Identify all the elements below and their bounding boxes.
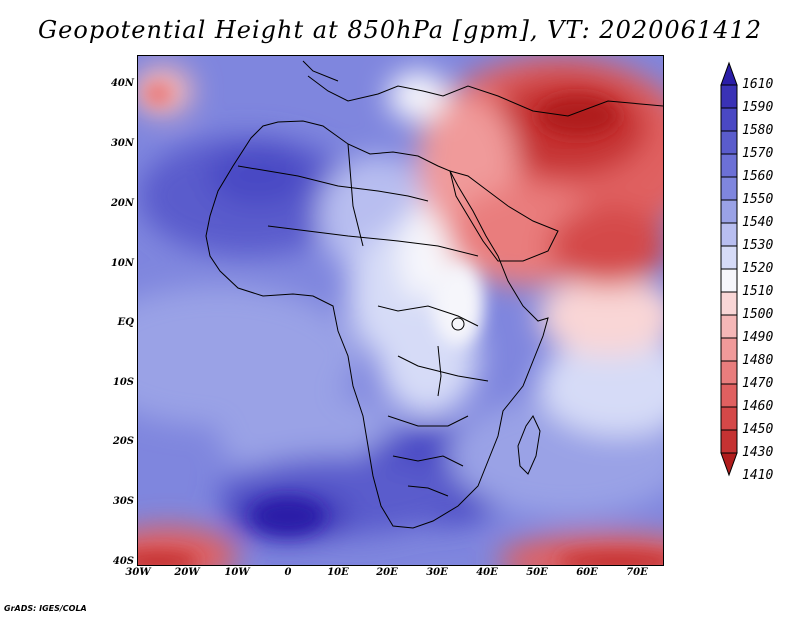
colorbar-swatch — [720, 360, 738, 385]
colorbar-swatch — [720, 199, 738, 224]
colorbar-swatch — [720, 130, 738, 155]
colorbar-bottom-arrow — [720, 452, 738, 477]
colorbar-swatch — [720, 383, 738, 408]
chart-title: Geopotential Height at 850hPa [gpm], VT:… — [38, 16, 762, 44]
lon-label-0: 0 — [284, 567, 292, 578]
lat-label-30n: 30N — [110, 138, 134, 149]
colorbar-swatch — [720, 429, 738, 454]
lon-label-20e: 20E — [376, 567, 398, 578]
lon-label-20w: 20W — [174, 567, 200, 578]
colorbar-label: 1480 — [742, 353, 774, 368]
colorbar-swatch — [720, 291, 738, 316]
credit-text: GrADS: IGES/COLA — [4, 604, 87, 613]
colorbar-swatches — [720, 61, 738, 477]
lat-label-40n: 40N — [110, 78, 134, 89]
colorbar-label: 1450 — [742, 422, 774, 437]
coastlines — [205, 60, 663, 529]
colorbar-label: 1560 — [742, 169, 774, 184]
lat-label-eq: EQ — [117, 317, 134, 328]
lat-label-20n: 20N — [110, 198, 134, 209]
geopotential-height-map — [137, 55, 664, 566]
colorbar-swatch — [720, 153, 738, 178]
lat-label-20s: 20S — [112, 436, 134, 447]
colorbar-label: 1540 — [742, 215, 774, 230]
lat-label-30s: 30S — [112, 496, 134, 507]
lat-label-10n: 10N — [110, 258, 134, 269]
lon-label-10e: 10E — [327, 567, 349, 578]
colorbar-swatch — [720, 337, 738, 362]
colorbar-swatch — [720, 222, 738, 247]
colorbar-swatch — [720, 176, 738, 201]
field-cores — [138, 82, 663, 565]
lon-label-30e: 30E — [426, 567, 448, 578]
colorbar-label: 1610 — [742, 77, 774, 92]
colorbar-label: 1460 — [742, 399, 774, 414]
colorbar-label: 1500 — [742, 307, 774, 322]
colorbar-swatch — [720, 84, 738, 109]
colorbar-label: 1470 — [742, 376, 774, 391]
lat-label-10s: 10S — [112, 377, 134, 388]
colorbar-swatch — [720, 314, 738, 339]
colorbar-swatch — [720, 268, 738, 293]
colorbar-label: 1430 — [742, 445, 774, 460]
colorbar-swatch — [720, 107, 738, 132]
lon-label-70e: 70E — [626, 567, 648, 578]
colorbar-label: 1410 — [742, 468, 774, 483]
colorbar-swatch — [720, 245, 738, 270]
colorbar-label: 1510 — [742, 284, 774, 299]
lat-label-40s: 40S — [112, 556, 134, 567]
lon-label-60e: 60E — [576, 567, 598, 578]
colorbar-swatch — [720, 406, 738, 431]
lon-label-10w: 10W — [224, 567, 250, 578]
colorbar-label: 1530 — [742, 238, 774, 253]
colorbar-label: 1570 — [742, 146, 774, 161]
lon-label-40e: 40E — [476, 567, 498, 578]
colorbar-top-arrow — [720, 61, 738, 86]
colorbar-label: 1490 — [742, 330, 774, 345]
lon-label-30w: 30W — [125, 567, 151, 578]
colorbar-label: 1520 — [742, 261, 774, 276]
colorbar-label: 1580 — [742, 123, 774, 138]
colorbar-label: 1550 — [742, 192, 774, 207]
colorbar-label: 1590 — [742, 100, 774, 115]
lon-label-50e: 50E — [526, 567, 548, 578]
colorbar: 1610 1590 1580 1570 1560 1550 1540 1530 … — [718, 60, 798, 560]
